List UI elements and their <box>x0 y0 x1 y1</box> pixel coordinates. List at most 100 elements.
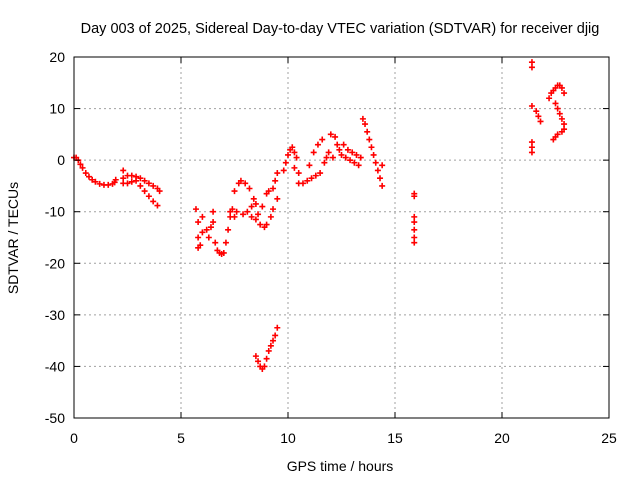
data-point <box>314 141 321 148</box>
data-point <box>295 170 302 177</box>
x-tick-label: 10 <box>280 430 296 446</box>
data-series <box>280 115 386 189</box>
data-point <box>220 249 227 256</box>
data-point <box>240 211 247 218</box>
data-point <box>325 149 332 156</box>
data-point <box>242 180 249 187</box>
x-tick-label: 20 <box>494 430 510 446</box>
data-point <box>145 193 152 200</box>
data-point <box>552 100 559 107</box>
data-point <box>77 161 84 168</box>
data-point <box>338 151 345 158</box>
data-point <box>274 170 281 177</box>
data-point <box>112 176 119 183</box>
data-series <box>411 190 418 246</box>
data-points <box>71 59 568 373</box>
data-point <box>411 239 418 246</box>
data-point <box>327 131 334 138</box>
data-point <box>528 64 535 71</box>
data-point <box>379 182 386 189</box>
y-tick-label: -50 <box>45 410 65 426</box>
data-point <box>252 353 259 360</box>
data-point <box>244 208 251 215</box>
data-point <box>252 216 259 223</box>
data-point <box>248 203 255 210</box>
data-point <box>321 159 328 166</box>
data-point <box>317 170 324 177</box>
data-point <box>366 136 373 143</box>
data-point <box>272 177 279 184</box>
data-point <box>124 180 131 187</box>
data-point <box>528 144 535 151</box>
data-point <box>411 234 418 241</box>
data-point <box>231 188 238 195</box>
data-point <box>357 154 364 161</box>
data-point <box>289 144 296 151</box>
data-series <box>528 59 568 156</box>
data-point <box>368 144 375 151</box>
data-point <box>528 59 535 66</box>
data-point <box>374 167 381 174</box>
data-point <box>255 211 262 218</box>
data-point <box>528 149 535 156</box>
data-point <box>265 188 272 195</box>
data-point <box>411 193 418 200</box>
data-point <box>150 198 157 205</box>
data-point <box>411 226 418 233</box>
data-point <box>550 136 557 143</box>
data-point <box>546 95 553 102</box>
data-point <box>199 213 206 220</box>
data-point <box>291 149 298 156</box>
data-point <box>120 167 127 174</box>
plot-frame <box>73 56 610 419</box>
data-point <box>89 176 96 183</box>
data-point <box>229 206 236 213</box>
data-point <box>128 178 135 185</box>
data-point <box>561 121 568 128</box>
data-point <box>332 133 339 140</box>
data-point <box>556 110 563 117</box>
x-tick-label: 15 <box>387 430 403 446</box>
data-point <box>344 146 351 153</box>
data-point <box>154 202 161 209</box>
grid <box>74 57 609 418</box>
data-point <box>82 170 89 177</box>
data-point <box>558 128 565 135</box>
data-point <box>285 151 291 158</box>
data-point <box>379 162 386 169</box>
data-point <box>225 226 232 233</box>
y-tick-label: 0 <box>57 152 65 168</box>
y-tick-label: 20 <box>49 49 65 65</box>
data-point <box>257 221 264 228</box>
data-point <box>349 149 356 156</box>
data-point <box>85 173 92 180</box>
data-point <box>411 219 418 226</box>
data-point <box>195 234 202 241</box>
data-point <box>233 208 240 215</box>
data-point <box>340 141 347 148</box>
data-point <box>248 213 255 220</box>
data-series <box>252 324 281 373</box>
data-point <box>528 139 535 146</box>
data-point <box>137 175 144 182</box>
data-point <box>145 180 152 187</box>
data-point <box>411 213 418 220</box>
data-point <box>342 154 349 161</box>
data-point <box>137 182 144 189</box>
data-point <box>141 177 148 184</box>
data-point <box>156 188 163 195</box>
data-point <box>250 195 257 202</box>
data-point <box>323 154 330 161</box>
data-point <box>362 121 369 128</box>
data-point <box>533 108 540 115</box>
data-point <box>222 239 229 246</box>
data-point <box>261 363 268 370</box>
data-point <box>351 159 358 166</box>
data-point <box>364 128 371 135</box>
data-point <box>304 177 311 184</box>
axis-ticks: 0 5 10 15 20 25 20 10 0 -10 -20 -30 -40 -50 <box>45 49 617 446</box>
data-point <box>120 175 127 182</box>
data-series <box>71 154 119 188</box>
data-point <box>336 146 343 153</box>
